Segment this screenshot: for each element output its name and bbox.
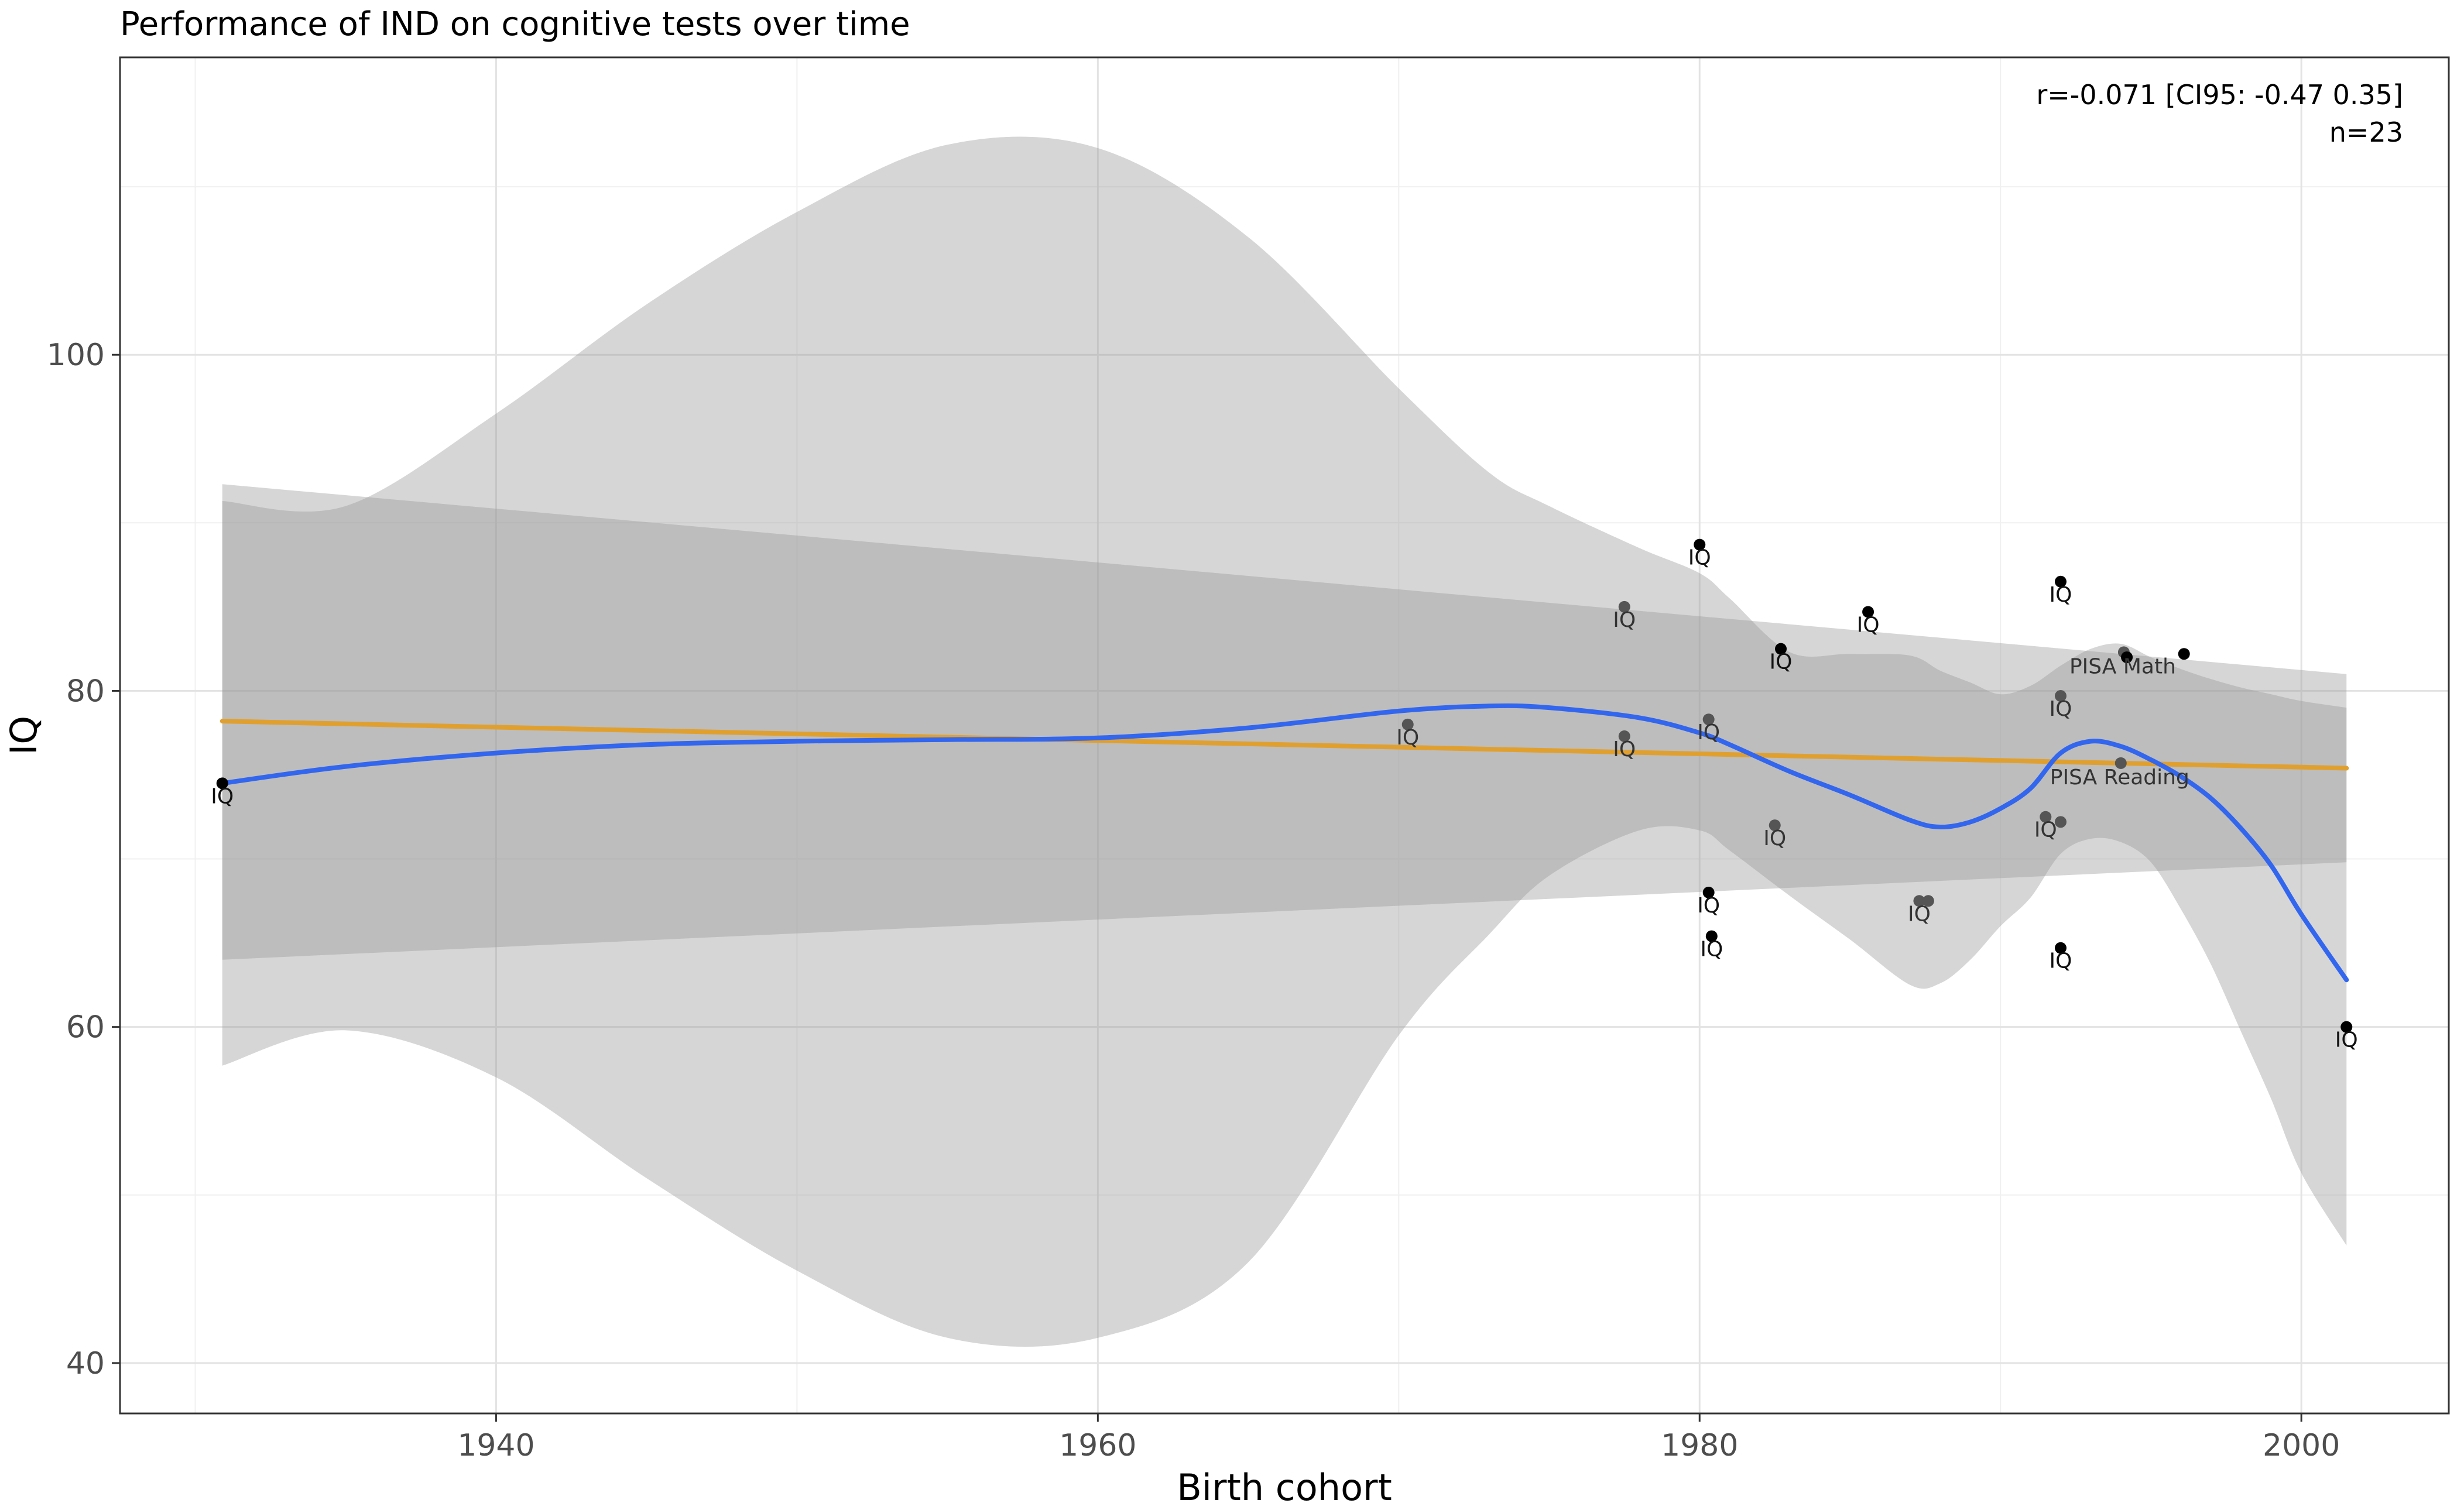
- point-label: PISA Reading: [2050, 766, 2189, 790]
- point-label: IQ: [1763, 826, 1786, 850]
- point-label: IQ: [1613, 608, 1636, 632]
- sample-size-annotation: n=23: [2329, 116, 2403, 148]
- point-label: IQ: [1697, 720, 1720, 744]
- x-tick-label: 2000: [2263, 1428, 2340, 1463]
- linear-fit-line: [220, 719, 2349, 771]
- loess-fit-line: [220, 703, 2349, 983]
- data-point: [2055, 690, 2067, 702]
- plot-panel: IQ IQ IQ IQ IQ IQ IQ IQ IQ IQ IQ IQ IQ IQ IQ IQ PISA Mat…: [119, 56, 2450, 1415]
- chart-title: Performance of IND on cognitive tests ov…: [120, 5, 910, 43]
- data-point: [2178, 648, 2190, 660]
- grid-minor: [120, 57, 2449, 1413]
- point-label: IQ: [1857, 613, 1880, 637]
- data-point: [1862, 606, 1874, 618]
- point-label: IQ: [1613, 737, 1636, 761]
- point-label: IQ: [1688, 546, 1711, 570]
- y-tick-label: 40: [66, 1346, 105, 1381]
- point-label: IQ: [2050, 697, 2072, 721]
- data-point: [2115, 757, 2127, 769]
- point-label: IQ: [2034, 818, 2057, 842]
- data-point: [1702, 886, 1715, 898]
- x-tick-label: 1960: [1059, 1428, 1136, 1463]
- point-label: IQ: [2050, 583, 2072, 607]
- correlation-annotation: r=-0.071 [CI95: -0.47 0.35]: [2036, 79, 2403, 111]
- data-point: [1618, 730, 1630, 742]
- fit-lines: [220, 703, 2349, 983]
- y-tick-label: 100: [47, 338, 105, 373]
- point-label: PISA Math: [2069, 654, 2176, 678]
- y-tick-label: 60: [66, 1010, 105, 1045]
- data-points: [216, 538, 2353, 1033]
- data-point: [1702, 713, 1715, 726]
- y-axis-title: IQ: [2, 716, 45, 755]
- loess-confidence-band: [222, 136, 2347, 1347]
- data-point: [1922, 895, 1934, 907]
- y-axis: 40 60 80 100: [47, 338, 120, 1381]
- data-point: [2055, 942, 2067, 954]
- data-point: [2055, 575, 2067, 588]
- point-label: IQ: [1908, 902, 1931, 926]
- point-label: IQ: [211, 784, 234, 808]
- y-tick-label: 80: [66, 674, 105, 709]
- data-point: [2055, 816, 2067, 828]
- data-point: [2040, 811, 2052, 823]
- panel-border: [119, 56, 2450, 1415]
- data-point: [1775, 643, 1787, 655]
- point-label: IQ: [2335, 1028, 2358, 1052]
- x-tick-label: 1940: [457, 1428, 534, 1463]
- point-label: IQ: [1697, 894, 1720, 918]
- point-label: IQ: [2050, 949, 2072, 973]
- point-label: IQ: [1396, 726, 1419, 750]
- data-point: [1618, 600, 1630, 613]
- x-tick-label: 1980: [1661, 1428, 1738, 1463]
- panel-background: [120, 57, 2449, 1413]
- grid-major: [120, 57, 2449, 1413]
- data-point: [1913, 895, 1925, 907]
- point-labels: IQ IQ IQ IQ IQ IQ IQ IQ IQ IQ IQ IQ IQ IQ IQ IQ PISA Mat…: [211, 546, 2357, 1052]
- data-point: [216, 777, 228, 790]
- data-point: [2121, 651, 2133, 663]
- data-point: [1705, 930, 1718, 942]
- x-axis-title: Birth cohort: [1177, 1466, 1392, 1503]
- data-point: [1401, 718, 1414, 730]
- data-point: [1694, 538, 1706, 551]
- data-point: [2340, 1021, 2353, 1033]
- point-label: IQ: [1700, 938, 1723, 962]
- x-axis: 1940 1960 1980 2000: [457, 1413, 2340, 1463]
- data-point: [1769, 819, 1781, 832]
- point-label: IQ: [1770, 650, 1793, 674]
